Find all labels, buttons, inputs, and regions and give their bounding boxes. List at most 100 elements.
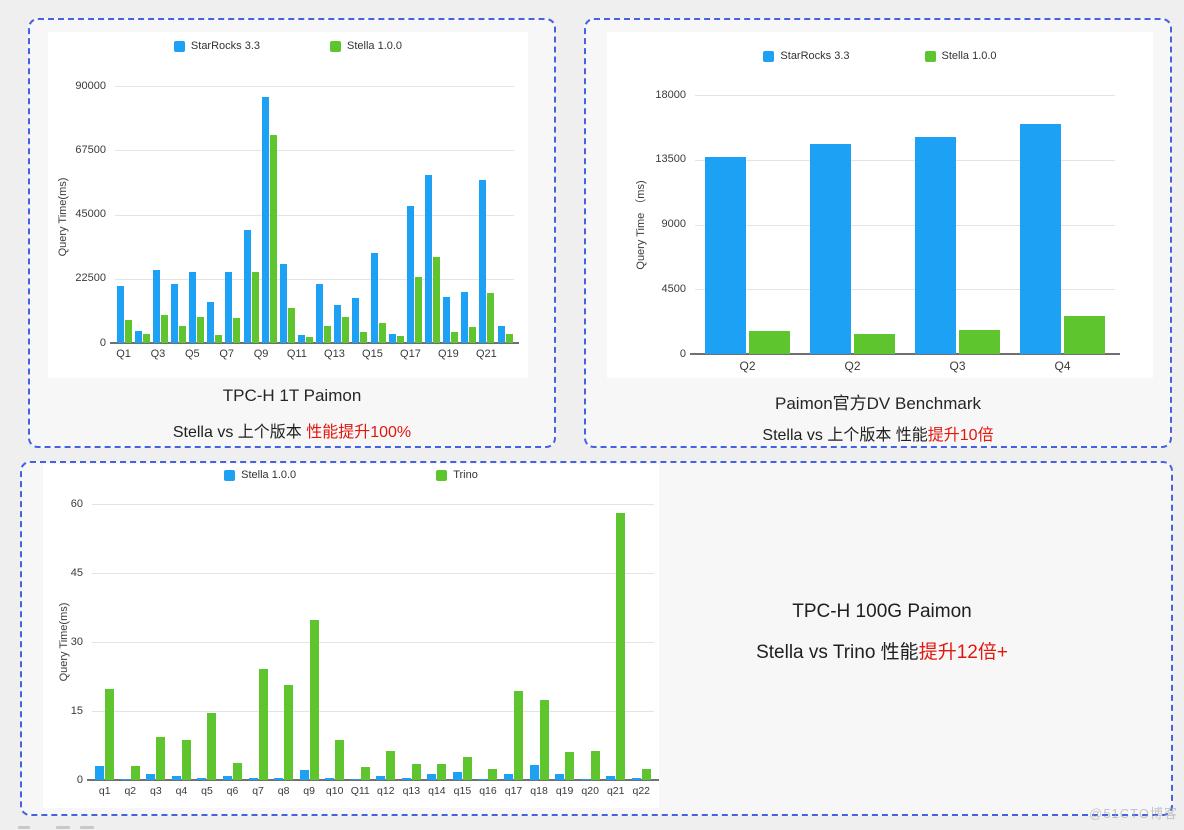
bar-stella-1.0.0 [376,775,386,780]
y-tick-label: 4500 [661,282,686,295]
bar-stella-1.0.0 [432,256,440,343]
bar-starrocks-3.3 [134,330,142,343]
x-tick-label: q15 [453,785,472,797]
x-tick-label: Q7 [219,348,235,360]
bar-starrocks-3.3 [152,269,160,343]
bar-stella-1.0.0 [555,774,565,780]
x-tick-label [235,348,252,360]
legend-label: StarRocks 3.3 [780,50,850,62]
clipped-text-fragment [56,826,70,829]
bar-starrocks-3.3 [1020,123,1061,354]
subtitle-red: 性能提升100% [306,424,412,441]
bar-trino [462,756,472,780]
legend-item-stella: Stella 1.0.0 [924,50,997,62]
x-tick-label: q16 [479,785,497,797]
bar-stella-1.0.0 [305,336,313,343]
x-tick-label: Q15 [362,348,383,360]
x-tick-label: q2 [124,785,137,797]
bar-group-Q8 [242,86,260,343]
bar-stella-1.0.0 [325,777,335,780]
y-tick-label: 60 [70,497,83,510]
watermark: @51CTO博客 [1089,806,1178,821]
x-tick-label: q1 [98,785,111,797]
gridline [695,289,1115,291]
chart-title: Paimon官方DV Benchmark [775,394,981,413]
bar-group-Q10 [278,86,296,343]
bar-trino [233,762,242,780]
bar-trino [437,763,447,780]
x-tick-row: Q2 Q2 Q3 Q4 [695,359,1115,373]
x-tick-label [270,348,287,360]
bar-group-Q11 [296,86,314,343]
bar-stella-1.0.0 [324,326,332,343]
x-tick-label: Q4 [1054,359,1071,373]
gridline [115,150,514,152]
bar-stella-1.0.0 [171,776,181,780]
bar-stella-1.0.0 [146,774,156,780]
bar-starrocks-3.3 [810,143,851,354]
chart-subtitle: Stella vs 上个版本 性能提升100% [30,418,554,442]
chart-title: TPC-H 100G Paimon [792,601,972,622]
x-tick-label: Q11 [350,785,370,797]
subtitle-black: Stella vs Trino 性能 [756,642,919,663]
bar-stella-1.0.0 [487,293,495,343]
bar-stella-1.0.0 [197,778,207,780]
subtitle-red: 提升12倍+ [918,642,1008,663]
bar-stella-1.0.0 [505,334,513,343]
y-tick-label: 22500 [75,272,106,285]
bar-starrocks-3.3 [316,283,324,343]
x-tick-label: q8 [277,785,290,797]
x-tick-label [383,348,400,360]
bar-group-Q5 [188,86,206,343]
plot-area [92,504,654,780]
bar-stella-1.0.0 [197,316,205,343]
bar-stella-1.0.0 [124,319,132,343]
bar-starrocks-3.3 [116,285,124,343]
bar-starrocks-3.3 [170,284,178,343]
bar-group-q15 [450,504,476,780]
gridline [92,711,654,712]
legend-swatch-green-icon [330,40,342,52]
x-tick-label: q22 [632,785,651,797]
x-tick-label: q5 [201,785,213,797]
bar-group-q4 [169,504,195,780]
bar-group-Q7 [224,86,242,343]
bar-trino [360,767,370,780]
y-tick-label: 13500 [655,153,686,166]
bar-stella-1.0.0 [350,779,360,780]
plot-area [695,95,1115,354]
bar-starrocks-3.3 [243,229,251,343]
x-tick-label: Q19 [438,348,459,360]
bar-stella-1.0.0 [854,333,895,354]
x-tick-label: Q17 [400,348,421,360]
bar-stella-1.0.0 [396,336,404,343]
y-tick-label: 30 [70,635,83,648]
bar-trino [386,751,396,780]
bar-stella-1.0.0 [142,333,150,343]
bar-starrocks-3.3 [443,296,451,343]
bar-group-q14 [424,504,450,780]
legend-swatch-green-icon [436,469,448,481]
y-tick-label: 45 [70,566,83,579]
x-axis-line [110,342,519,344]
bar-group-Q13 [333,86,351,343]
y-tick-label: 45000 [75,208,106,220]
y-tick-label: 0 [679,347,686,360]
chart-subtitle: Stella vs 上个版本 性能提升10倍 [586,421,1170,445]
x-tick-label: q19 [555,785,574,797]
y-tick-label: 0 [99,336,106,349]
x-tick-label: q12 [377,785,395,797]
bar-group-Q1 [115,86,133,343]
bottom-text-block: TPC-H 100G Paimon Stella vs Trino 性能提升12… [672,601,1092,664]
bar-stella-1.0.0 [233,317,241,343]
bar-trino [539,699,549,780]
x-tick-row: Q1 Q3 Q5 Q7 Q9 Q11 Q13 Q15 Q17 Q19 Q21 [115,348,514,360]
card-tpch-1t: StarRocks 3.3 Stella 1.0.0 Query Time(ms… [28,18,556,448]
y-tick-label: 67500 [75,143,106,156]
bar-starrocks-3.3 [279,264,287,343]
x-tick-label: q20 [581,785,599,797]
x-tick-label: Q5 [185,348,200,360]
bar-trino [488,768,498,780]
bar-starrocks-3.3 [370,253,378,343]
x-tick-label [167,348,184,360]
